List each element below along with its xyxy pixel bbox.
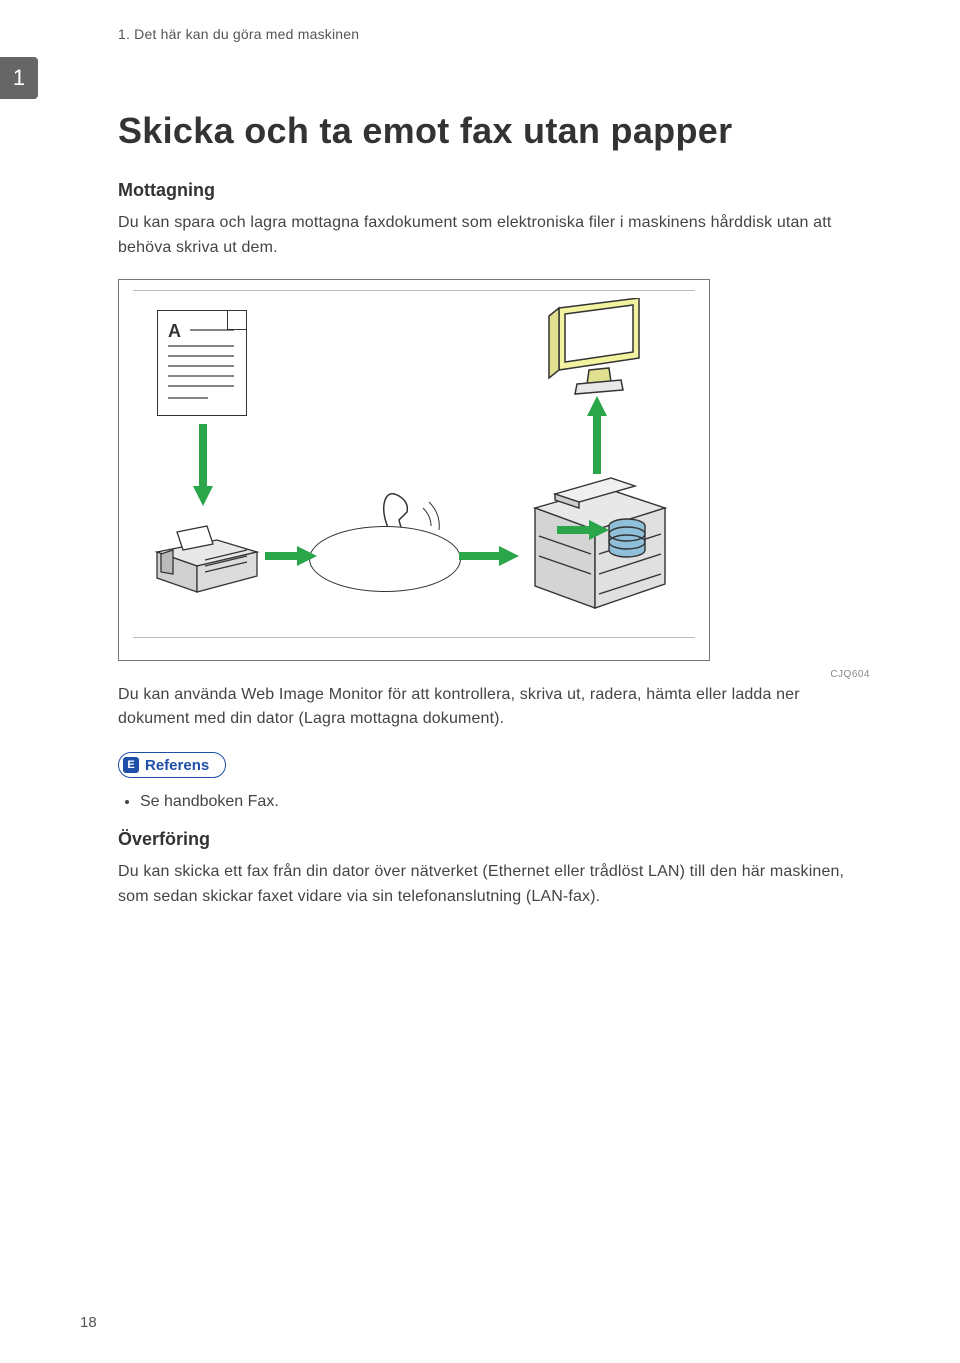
arrow-printer-to-monitor-icon bbox=[585, 396, 609, 474]
document-icon: A bbox=[157, 310, 247, 416]
running-header: 1. Det här kan du göra med maskinen bbox=[118, 26, 359, 42]
reference-badge: E Referens bbox=[118, 752, 226, 778]
network-oval-icon bbox=[309, 526, 461, 592]
arrow-doc-to-fax-icon bbox=[191, 424, 215, 508]
arrow-fax-to-network-icon bbox=[265, 544, 319, 568]
chapter-tab: 1 bbox=[0, 57, 38, 99]
reference-bullet-list: Se handboken Fax. bbox=[118, 790, 870, 815]
transfer-paragraph: Du kan skicka ett fax från din dator öve… bbox=[118, 860, 870, 910]
figure-frame: A bbox=[118, 279, 710, 661]
page-title: Skicka och ta emot fax utan papper bbox=[118, 110, 870, 152]
document-letter: A bbox=[168, 321, 181, 342]
section-heading-reception: Mottagning bbox=[118, 180, 870, 201]
monitor-icon bbox=[539, 298, 659, 398]
fax-machine-icon bbox=[147, 512, 267, 602]
printer-icon bbox=[515, 458, 685, 628]
content-area: Skicka och ta emot fax utan papper Motta… bbox=[118, 110, 870, 924]
reception-paragraph: Du kan spara och lagra mottagna faxdokum… bbox=[118, 211, 870, 261]
arrow-to-storage-icon bbox=[557, 518, 611, 542]
after-figure-paragraph: Du kan använda Web Image Monitor för att… bbox=[118, 683, 870, 733]
reference-bullet-item: Se handboken Fax. bbox=[140, 790, 870, 815]
reference-label: Referens bbox=[145, 757, 209, 774]
figure-code: CJQ604 bbox=[280, 669, 870, 680]
section-heading-transfer: Överföring bbox=[118, 829, 870, 850]
document-fold-icon bbox=[227, 311, 246, 330]
reference-badge-icon: E bbox=[123, 757, 139, 773]
page: 1. Det här kan du göra med maskinen 1 Sk… bbox=[0, 0, 960, 1363]
arrow-network-to-printer-icon bbox=[459, 544, 521, 568]
page-number: 18 bbox=[80, 1314, 97, 1331]
